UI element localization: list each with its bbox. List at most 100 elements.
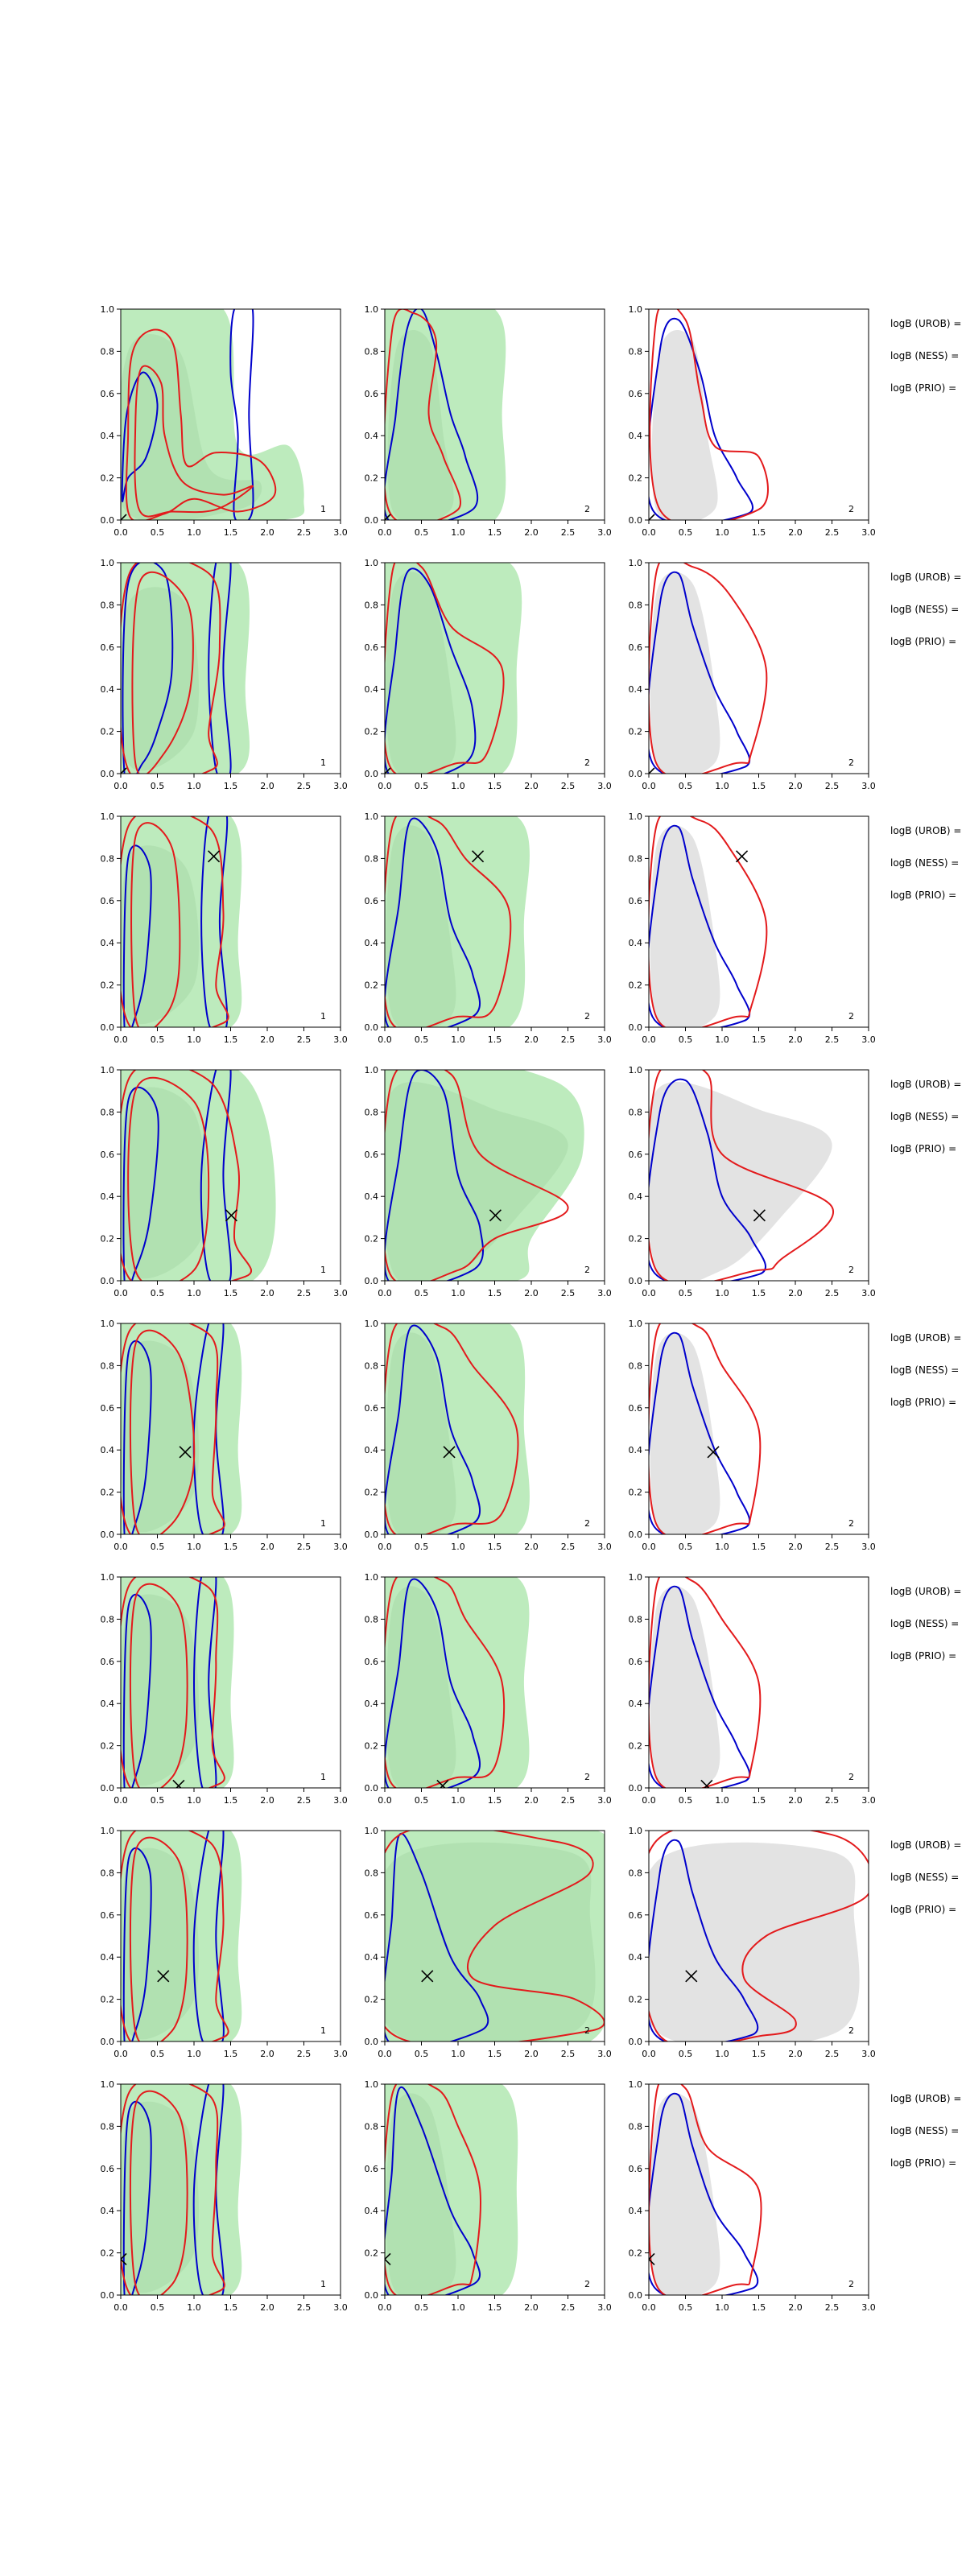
x-tick-label: 1.5 xyxy=(224,1034,238,1045)
panel-r3-c3: 0.0 0.5 1.0 1.5 2.0 2.5 3.0 0.0 0.2 0.4 0.6 0.8 1.0 2 xyxy=(629,811,876,1045)
density-fill xyxy=(385,563,522,774)
x-tick-label: 0.0 xyxy=(642,1034,656,1045)
x-tick-label: 0.0 xyxy=(114,2049,128,2059)
y-tick-label: 0.8 xyxy=(629,600,643,610)
x-tick-label: 2.0 xyxy=(260,1542,275,1552)
density-fill xyxy=(385,1577,530,1788)
x-tick-label: 2.0 xyxy=(260,2302,275,2313)
y-tick-label: 0.6 xyxy=(629,896,643,906)
logb-annotation: logB (PRIO) = xyxy=(890,1904,956,1915)
x-tick-label: 2.5 xyxy=(825,1034,840,1045)
x-tick-label: 3.0 xyxy=(861,1795,876,1806)
blue-contour xyxy=(649,1585,751,1788)
panel-number-label: 1 xyxy=(320,1011,326,1022)
x-tick-label: 0.0 xyxy=(378,1288,392,1298)
panel-r8-c2: 0.0 0.5 1.0 1.5 2.0 2.5 3.0 0.0 0.2 0.4 0.6 0.8 1.0 2 xyxy=(365,2079,612,2313)
blue-contour xyxy=(192,1831,225,2041)
red-contour xyxy=(131,571,194,774)
logb-annotation: logB (PRIO) = xyxy=(890,1397,956,1408)
red-contour xyxy=(649,1323,762,1534)
y-tick-label: 0.0 xyxy=(101,769,115,779)
x-tick-label: 0.5 xyxy=(679,1542,693,1552)
y-tick-label: 0.4 xyxy=(101,1699,115,1709)
truth-marker xyxy=(649,767,655,774)
y-tick-label: 0.0 xyxy=(365,1276,379,1286)
y-tick-label: 0.6 xyxy=(629,1403,643,1414)
truth-marker xyxy=(443,1446,456,1459)
y-tick-label: 0.4 xyxy=(101,684,115,695)
x-tick-label: 1.0 xyxy=(451,1034,465,1045)
blue-contour xyxy=(229,309,254,520)
density-fill xyxy=(121,309,305,520)
logb-annotation: logB (UROB) = xyxy=(890,572,961,583)
y-tick-label: 0.4 xyxy=(101,1191,115,1202)
y-tick-label: 0.6 xyxy=(629,389,643,399)
x-tick-label: 1.0 xyxy=(187,527,201,538)
truth-marker xyxy=(707,1446,720,1459)
y-tick-label: 0.0 xyxy=(629,515,643,526)
blue-contour xyxy=(385,1832,489,2041)
x-tick-label: 3.0 xyxy=(333,781,348,791)
y-tick-label: 0.2 xyxy=(629,1488,643,1498)
x-tick-label: 0.0 xyxy=(642,2049,656,2059)
y-tick-label: 0.8 xyxy=(629,2121,643,2132)
x-tick-label: 1.0 xyxy=(715,1288,729,1298)
x-tick-label: 0.0 xyxy=(114,2302,128,2313)
density-fill-inner xyxy=(386,1332,456,1534)
y-tick-label: 0.8 xyxy=(101,600,115,610)
logb-annotation: logB (UROB) = xyxy=(890,1079,961,1090)
x-tick-label: 1.0 xyxy=(715,2302,729,2313)
x-tick-label: 3.0 xyxy=(333,1288,348,1298)
density-fill-inner xyxy=(387,330,454,520)
y-tick-label: 0.4 xyxy=(629,431,643,441)
y-tick-label: 0.0 xyxy=(629,1022,643,1033)
x-tick-label: 2.0 xyxy=(788,2302,803,2313)
x-tick-label: 0.0 xyxy=(378,781,392,791)
y-tick-label: 1.0 xyxy=(101,811,115,822)
x-tick-label: 1.5 xyxy=(224,2049,238,2059)
y-tick-label: 0.2 xyxy=(365,2248,379,2259)
x-tick-label: 2.0 xyxy=(524,2049,539,2059)
logb-annotation: logB (UROB) = xyxy=(890,1586,961,1597)
y-tick-label: 0.6 xyxy=(365,1403,379,1414)
x-tick-label: 0.5 xyxy=(415,527,429,538)
blue-contour xyxy=(649,1078,766,1281)
blue-contour xyxy=(649,824,751,1027)
x-tick-label: 0.0 xyxy=(114,781,128,791)
truth-marker xyxy=(472,850,485,863)
x-tick-label: 0.5 xyxy=(415,1542,429,1552)
x-tick-label: 3.0 xyxy=(597,2049,612,2059)
x-tick-label: 0.5 xyxy=(151,2302,165,2313)
x-tick-label: 2.0 xyxy=(524,781,539,791)
density-fill xyxy=(649,1842,860,2041)
y-tick-label: 1.0 xyxy=(629,558,643,568)
x-tick-label: 0.5 xyxy=(679,781,693,791)
y-tick-label: 0.0 xyxy=(629,769,643,779)
x-tick-label: 3.0 xyxy=(597,1288,612,1298)
truth-marker xyxy=(421,1970,434,1983)
red-contour xyxy=(121,1070,252,1281)
y-tick-label: 0.4 xyxy=(629,2206,643,2216)
y-tick-label: 0.2 xyxy=(629,1741,643,1752)
density-fill-inner xyxy=(386,572,456,774)
x-tick-label: 0.0 xyxy=(378,2049,392,2059)
red-contour xyxy=(385,1070,569,1281)
panel-number-label: 1 xyxy=(320,2025,326,2036)
panel-r5-c2: 0.0 0.5 1.0 1.5 2.0 2.5 3.0 0.0 0.2 0.4 0.6 0.8 1.0 2 xyxy=(365,1319,612,1552)
panel-number-label: 2 xyxy=(584,1011,590,1022)
panel-number-label: 2 xyxy=(584,2279,590,2289)
density-fill xyxy=(651,330,718,520)
truth-marker xyxy=(685,1970,698,1983)
blue-contour xyxy=(649,1839,759,2041)
y-tick-label: 1.0 xyxy=(629,1826,643,1836)
panel-number-label: 2 xyxy=(848,1265,854,1275)
x-tick-label: 1.5 xyxy=(224,1288,238,1298)
truth-marker xyxy=(179,1446,192,1459)
panel-number-label: 1 xyxy=(320,504,326,514)
x-tick-label: 1.5 xyxy=(752,1034,766,1045)
x-tick-label: 3.0 xyxy=(333,1795,348,1806)
logb-annotations-row-3: logB (UROB) = logB (NESS) = logB (PRIO) = xyxy=(890,825,961,901)
x-tick-label: 2.0 xyxy=(788,1288,803,1298)
panel-r2-c3: 0.0 0.5 1.0 1.5 2.0 2.5 3.0 0.0 0.2 0.4 0.6 0.8 1.0 2 xyxy=(629,558,876,791)
x-tick-label: 3.0 xyxy=(333,1034,348,1045)
